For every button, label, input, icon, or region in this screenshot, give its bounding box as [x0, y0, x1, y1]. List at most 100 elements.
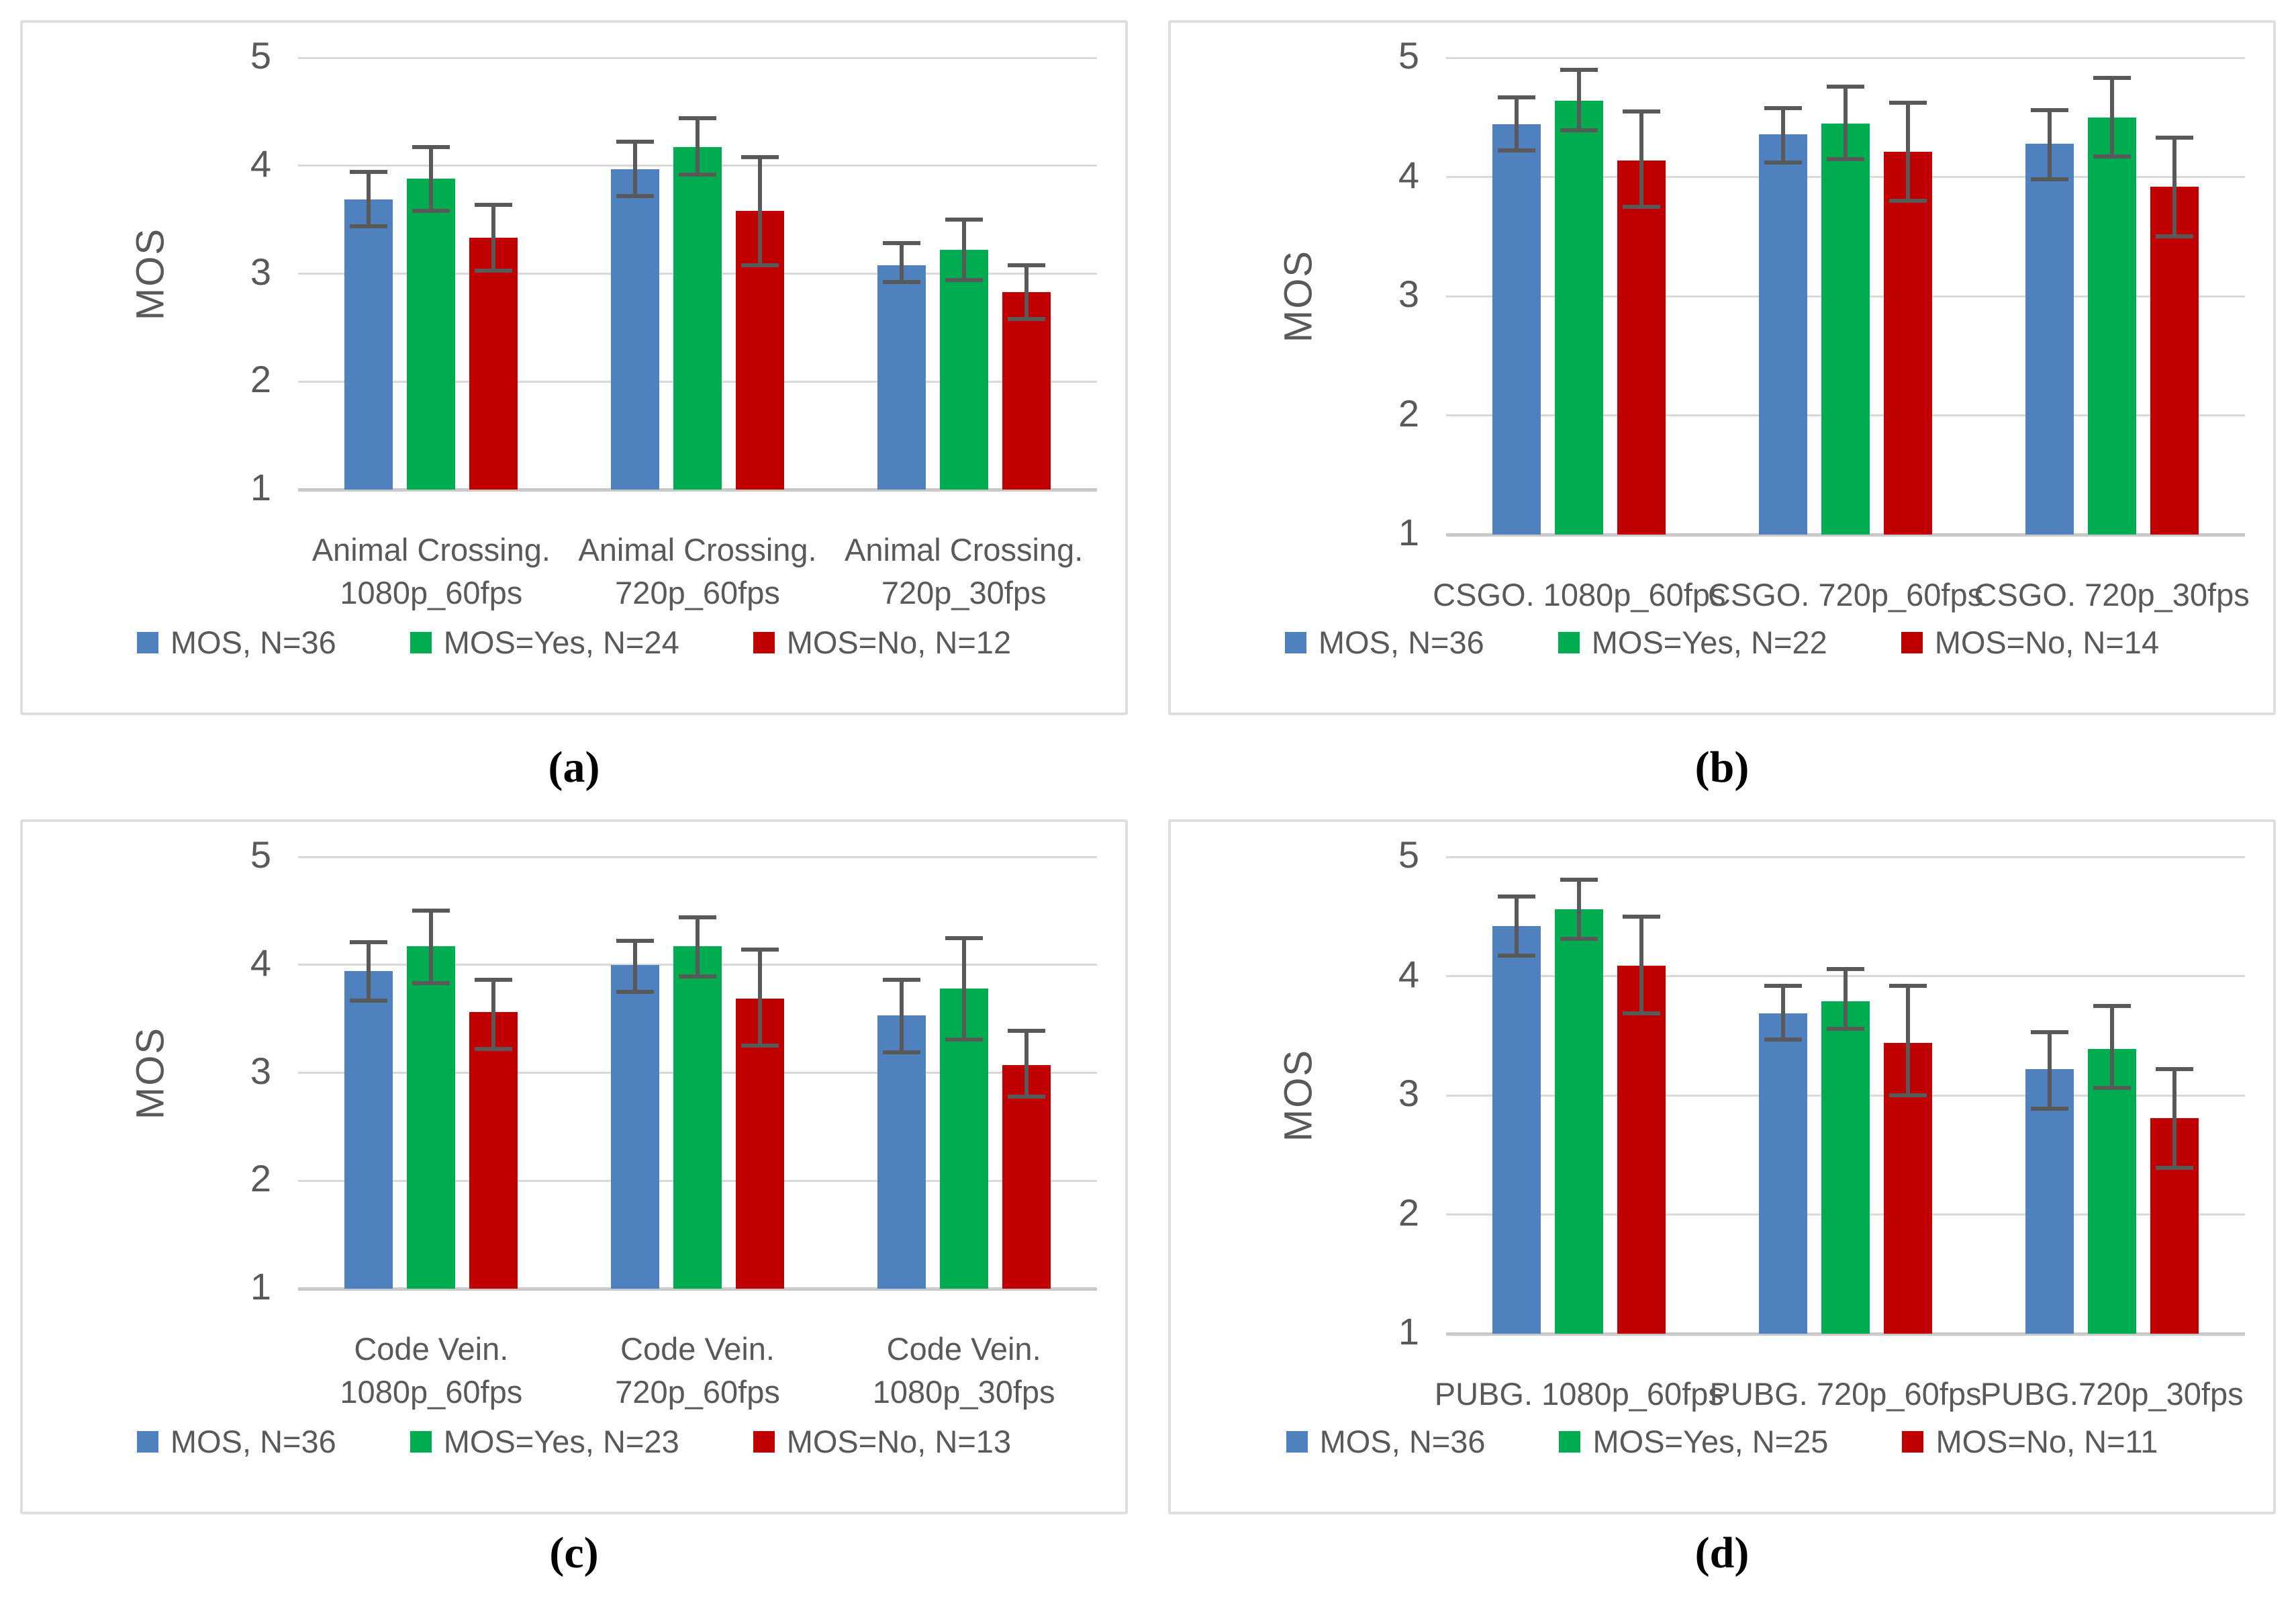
error-bar-line [1639, 916, 1644, 1013]
error-bar-cap-bottom [1827, 156, 1864, 161]
y-tick-label-2: 2 [1398, 392, 1419, 434]
bar-mos_blue [2025, 1068, 2074, 1334]
error-bar-line [633, 142, 637, 196]
x-category-label: Code Vein. 1080p_30fps [873, 1328, 1055, 1414]
y-axis-title: MOS [128, 227, 173, 320]
error-bar-line [758, 156, 762, 265]
error-bar-line [1906, 985, 1910, 1095]
error-bar-cap-bottom [475, 1047, 513, 1052]
legend-item: MOS=No, N=14 [1901, 624, 2159, 661]
x-category-label-line: Animal Crossing. [578, 532, 817, 567]
error-bar-line [429, 911, 434, 984]
legend-item: MOS=No, N=11 [1902, 1423, 2158, 1460]
x-category-label-line: CSGO. 720p_60fps [1707, 577, 1984, 612]
legend-label: MOS, N=36 [1319, 1424, 1486, 1459]
error-bar-line [1577, 69, 1582, 131]
error-bar-cap-top [412, 145, 450, 150]
gridline-y5 [298, 856, 1097, 858]
error-bar-cap-bottom [1560, 128, 1598, 133]
error-bar-line [1906, 103, 1910, 201]
legend: MOS, N=36 MOS=Yes, N=22 MOS=No, N=14 [1171, 624, 2273, 661]
legend-label: MOS, N=36 [1318, 625, 1484, 660]
y-axis-title: MOS [1276, 1048, 1321, 1142]
x-category-label: PUBG. 720p_60fps [1710, 1373, 1982, 1416]
legend-swatch-no_red [1902, 1430, 1924, 1453]
x-category-label: CSGO. 1080p_60fps [1433, 574, 1725, 616]
error-bar-cap-top [945, 218, 983, 222]
y-tick-label-3: 3 [1398, 273, 1419, 315]
error-bar-cap-top [1498, 95, 1536, 99]
error-bar-line [899, 243, 904, 283]
error-bar-cap-top [882, 241, 920, 246]
legend-label: MOS, N=36 [170, 625, 336, 660]
legend-swatch-no_red [1901, 631, 1923, 653]
gridline-y5 [1446, 56, 2245, 59]
legend-swatch-mos_blue [1284, 631, 1306, 653]
error-bar-cap-top [350, 170, 388, 175]
error-bar-cap-top [1623, 109, 1661, 113]
error-bar-cap-top [1007, 263, 1045, 267]
legend-item: MOS=Yes, N=22 [1558, 624, 1827, 661]
error-bar-line [2047, 1031, 2052, 1109]
figure-grid: 5 4 3 2 1 MOS Animal Crossing. 1080p_60fps Anima… [20, 20, 2276, 1585]
error-bar-cap-top [741, 948, 779, 952]
x-category-label-line: CSGO. 1080p_60fps [1433, 577, 1726, 612]
bar-yes_green [1821, 1001, 1870, 1334]
error-bar-cap-bottom [2030, 1106, 2068, 1111]
error-bar-cap-top [1889, 101, 1927, 105]
error-bar-cap-top [616, 140, 654, 144]
error-bar-cap-top [2093, 1003, 2131, 1008]
y-tick-label-1: 1 [1398, 511, 1419, 553]
y-tick-label-5: 5 [250, 833, 271, 876]
error-bar-cap-top [1764, 105, 1802, 110]
legend-swatch-no_red [753, 1430, 775, 1453]
bar-no_red [1617, 965, 1666, 1334]
error-bar-cap-bottom [1764, 1037, 1802, 1042]
x-category-label-line: Code Vein. [354, 1331, 509, 1367]
x-category-label: Code Vein. 720p_60fps [615, 1328, 780, 1414]
x-category-label: CSGO. 720p_60fps [1708, 574, 1983, 616]
error-bar-cap-bottom [1889, 1093, 1927, 1097]
y-tick-label-3: 3 [250, 250, 271, 293]
bar-yes_green [2087, 117, 2136, 535]
error-bar-line [2109, 78, 2114, 157]
error-bar-line [2109, 1005, 2114, 1089]
x-category-label: CSGO. 720p_30fps [1974, 574, 2250, 616]
error-bar-cap-bottom [350, 998, 388, 1003]
bar-yes_green [407, 179, 456, 490]
bar-mos_blue [344, 199, 393, 490]
error-bar-cap-top [2093, 76, 2131, 81]
error-bar-cap-bottom [1764, 160, 1802, 165]
x-category-label-line: 1080p_30fps [872, 1374, 1055, 1410]
error-bar-line [1844, 86, 1848, 159]
error-bar-cap-bottom [616, 989, 654, 994]
legend-item: MOS=No, N=13 [753, 1423, 1011, 1460]
legend-swatch-mos_blue [136, 631, 158, 653]
x-category-label-line: Code Vein. [620, 1331, 775, 1367]
y-tick-label-5: 5 [1398, 833, 1419, 876]
error-bar-cap-bottom [741, 1044, 779, 1048]
bar-mos_blue [1759, 1013, 1807, 1334]
x-axis-baseline [298, 1287, 1097, 1291]
error-bar-cap-top [412, 909, 450, 913]
error-bar-cap-top [1560, 877, 1598, 882]
bar-yes_green [2087, 1048, 2136, 1334]
legend-label: MOS=No, N=14 [1934, 625, 2160, 660]
error-bar-line [1781, 107, 1785, 163]
error-bar-line [899, 980, 904, 1052]
legend-swatch-yes_green [410, 631, 432, 653]
legend-item: MOS=Yes, N=23 [410, 1423, 679, 1460]
error-bar-cap-top [350, 939, 388, 944]
error-bar-cap-top [1827, 84, 1864, 89]
y-tick-label-2: 2 [250, 1157, 271, 1200]
bar-yes_green [673, 946, 722, 1289]
error-bar-line [1577, 879, 1582, 939]
x-axis-baseline [298, 488, 1097, 492]
x-category-label-line: Animal Crossing. [845, 532, 1084, 567]
error-bar-cap-bottom [1560, 937, 1598, 942]
x-category-label-line: PUBG.720p_30fps [1980, 1376, 2244, 1412]
error-bar-line [1024, 265, 1029, 319]
bar-no_red [1002, 1065, 1051, 1289]
error-bar-line [429, 147, 434, 212]
